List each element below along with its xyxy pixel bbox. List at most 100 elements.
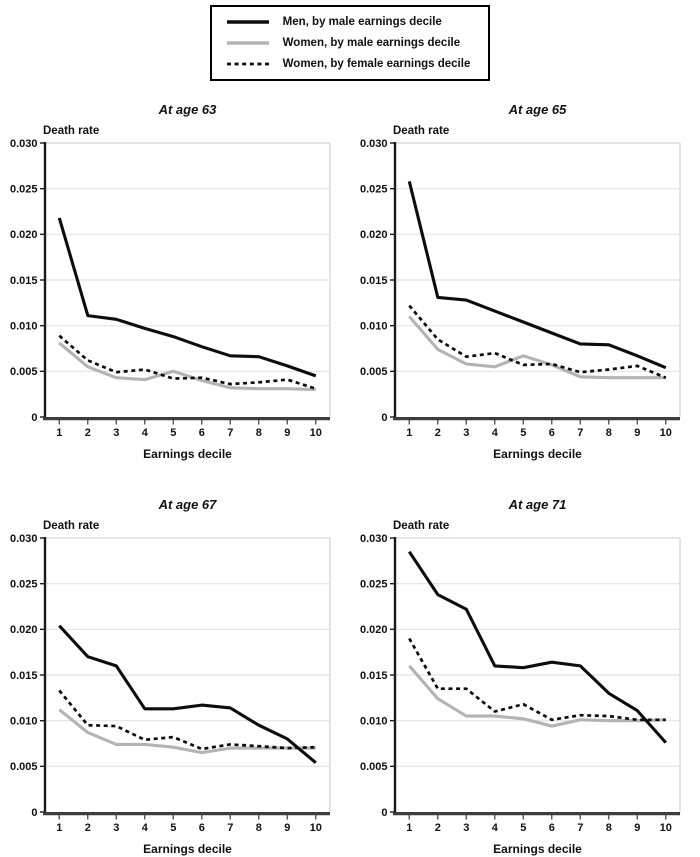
x-tick-label: 1 xyxy=(56,427,62,439)
x-tick-label: 3 xyxy=(113,822,119,834)
legend: Men, by male earnings decile Women, by ma… xyxy=(209,5,491,81)
y-tick-label: 0.005 xyxy=(10,366,38,378)
x-tick-label: 3 xyxy=(113,427,119,439)
chart-plot-age-71: Death rate 0 0.005 0.010 0.015 0.020 0.025 0.03… xyxy=(350,516,700,856)
x-tick-label: 4 xyxy=(142,427,149,439)
chart-cell-age-71: At age 71 Death rate 0 0.005 0.010 0.015 0.02… xyxy=(350,497,700,856)
y-tick-label: 0.030 xyxy=(10,138,38,150)
chart-title-age-65: At age 65 xyxy=(508,102,567,117)
series-line-women-female-decile xyxy=(408,637,666,722)
chart-plot-age-63: Death rate 0 0.005 0.010 0.015 0.020 0.025 0.03… xyxy=(0,121,350,461)
chart-title-age-67: At age 67 xyxy=(158,497,217,512)
x-tick-label: 7 xyxy=(227,427,233,439)
series-line-women-male-decile xyxy=(408,315,666,380)
x-tick-label: 8 xyxy=(606,427,612,439)
y-tick-label: 0.015 xyxy=(10,670,38,682)
x-tick-label: 8 xyxy=(256,822,262,834)
series-line-women-female-decile xyxy=(58,689,316,751)
x-tick-label: 9 xyxy=(284,427,290,439)
x-tick-label: 10 xyxy=(310,427,322,439)
x-tick-label: 1 xyxy=(406,427,412,439)
x-tick-label: 6 xyxy=(549,822,555,834)
y-tick-label: 0.015 xyxy=(360,670,388,682)
chart-svg-2: Death rate 0 0.005 0.010 0.015 0.020 0.025 0.03… xyxy=(10,520,331,856)
chart-cell-age-67: At age 67 Death rate 0 0.005 0.010 0.015 0.02… xyxy=(0,497,350,856)
x-tick-label: 9 xyxy=(284,822,290,834)
x-tick-label: 1 xyxy=(406,822,412,834)
x-tick-label: 7 xyxy=(577,427,583,439)
y-tick-label: 0.010 xyxy=(360,716,388,728)
x-tick-label: 9 xyxy=(634,822,640,834)
chart-title-age-63: At age 63 xyxy=(158,102,217,117)
x-tick-label: 9 xyxy=(634,427,640,439)
x-tick-label: 4 xyxy=(492,427,499,439)
x-tick-label: 5 xyxy=(170,427,176,439)
legend-line-sample-solid xyxy=(226,20,269,24)
y-tick-label: 0.020 xyxy=(10,624,38,636)
chart-title-age-71: At age 71 xyxy=(508,497,567,512)
chart-plot-age-65: Death rate 0 0.005 0.010 0.015 0.020 0.025 0.03… xyxy=(350,121,700,461)
x-tick-label: 4 xyxy=(492,822,499,834)
series-line-women-male-decile xyxy=(408,664,666,728)
y-tick-label: 0.030 xyxy=(10,533,38,545)
chart-cell-age-65: At age 65 Death rate 0 0.005 0.010 0.015 0.02… xyxy=(350,102,700,461)
x-tick-label: 3 xyxy=(463,427,469,439)
y-tick-label: 0.005 xyxy=(360,366,388,378)
y-tick-label: 0 xyxy=(381,807,387,819)
y-tick-label: 0.025 xyxy=(360,184,388,196)
y-axis-title: Death rate xyxy=(393,520,449,532)
y-axis-title: Death rate xyxy=(43,520,99,532)
y-tick-label: 0.005 xyxy=(10,761,38,773)
legend-item-label: Men, by male earnings decile xyxy=(282,16,442,28)
y-tick-label: 0.020 xyxy=(360,624,388,636)
x-tick-label: 1 xyxy=(56,822,62,834)
series-line-men-male-decile xyxy=(58,624,317,764)
x-tick-label: 4 xyxy=(142,822,149,834)
x-tick-label: 8 xyxy=(606,822,612,834)
x-tick-label: 5 xyxy=(520,822,526,834)
series-line-women-female-decile xyxy=(408,304,667,379)
y-axis-title: Death rate xyxy=(43,125,99,137)
y-tick-label: 0 xyxy=(31,412,37,424)
series-line-women-male-decile xyxy=(58,341,316,392)
x-axis-title: Earnings decile xyxy=(493,842,582,856)
x-tick-label: 6 xyxy=(549,427,555,439)
y-tick-label: 0.010 xyxy=(10,321,38,333)
x-tick-label: 2 xyxy=(85,427,91,439)
y-tick-label: 0.005 xyxy=(360,761,388,773)
legend-item-0: Men, by male earnings decile xyxy=(226,16,471,28)
chart-svg-0: Death rate 0 0.005 0.010 0.015 0.020 0.025 0.03… xyxy=(10,125,331,461)
series-line-men-male-decile xyxy=(57,217,317,378)
x-tick-label: 6 xyxy=(199,427,205,439)
chart-svg-3: Death rate 0 0.005 0.010 0.015 0.020 0.025 0.03… xyxy=(360,520,681,856)
x-tick-label: 10 xyxy=(660,822,672,834)
y-tick-label: 0.010 xyxy=(360,321,388,333)
y-tick-label: 0.020 xyxy=(360,229,388,241)
y-tick-label: 0.015 xyxy=(360,275,388,287)
legend-item-1: Women, by male earnings decile xyxy=(226,37,471,49)
x-tick-label: 5 xyxy=(170,822,176,834)
x-tick-label: 6 xyxy=(199,822,205,834)
y-axis-title: Death rate xyxy=(393,125,449,137)
x-axis-title: Earnings decile xyxy=(143,842,232,856)
series-line-women-male-decile xyxy=(58,708,316,755)
x-tick-label: 2 xyxy=(435,427,441,439)
chart-cell-age-63: At age 63 Death rate 0 0.005 0.010 0.015 0.02… xyxy=(0,102,350,461)
x-axis-title: Earnings decile xyxy=(143,447,232,461)
chart-plot-age-67: Death rate 0 0.005 0.010 0.015 0.020 0.025 0.03… xyxy=(0,516,350,856)
x-tick-label: 10 xyxy=(310,822,322,834)
x-tick-label: 2 xyxy=(435,822,441,834)
x-axis-title: Earnings decile xyxy=(493,447,582,461)
x-tick-label: 3 xyxy=(463,822,469,834)
x-tick-label: 7 xyxy=(227,822,233,834)
y-tick-label: 0.025 xyxy=(10,579,38,591)
legend-line-sample-dashed xyxy=(226,62,269,66)
y-tick-label: 0.010 xyxy=(10,716,38,728)
series-line-men-male-decile xyxy=(408,550,667,744)
x-tick-label: 2 xyxy=(85,822,91,834)
y-tick-label: 0.025 xyxy=(10,184,38,196)
y-tick-label: 0.030 xyxy=(360,138,388,150)
legend-item-label: Women, by male earnings decile xyxy=(282,37,461,49)
y-tick-label: 0.025 xyxy=(360,579,388,591)
x-tick-label: 8 xyxy=(256,427,262,439)
